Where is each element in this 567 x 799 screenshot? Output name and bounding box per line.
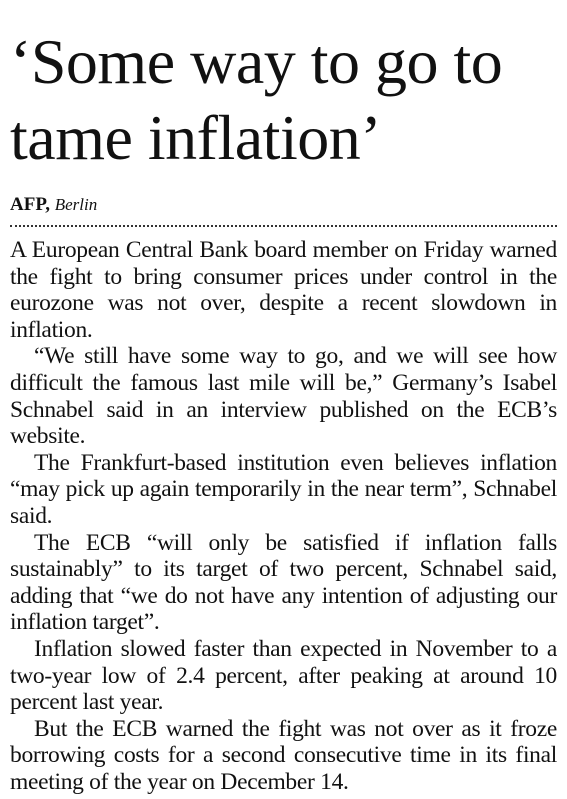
paragraph: Inflation slowed faster than expected in… [10, 635, 557, 716]
byline-place: Berlin [54, 195, 98, 214]
byline-agency: AFP, [10, 194, 50, 215]
paragraph: “We still have some way to go, and we wi… [10, 343, 557, 450]
paragraph: A European Central Bank board member on … [10, 237, 557, 343]
paragraph: But the ECB warned the fight was not ove… [10, 715, 557, 795]
dotted-rule [10, 225, 557, 227]
byline: AFP, Berlin [10, 194, 557, 216]
paragraph: The Frankfurt-based institution even bel… [10, 449, 557, 529]
paragraph: The ECB “will only be satisfied if infla… [10, 529, 557, 636]
headline: ‘Some way to go to tame inflation’ [10, 26, 503, 173]
article-body: A European Central Bank board member on … [10, 237, 557, 795]
